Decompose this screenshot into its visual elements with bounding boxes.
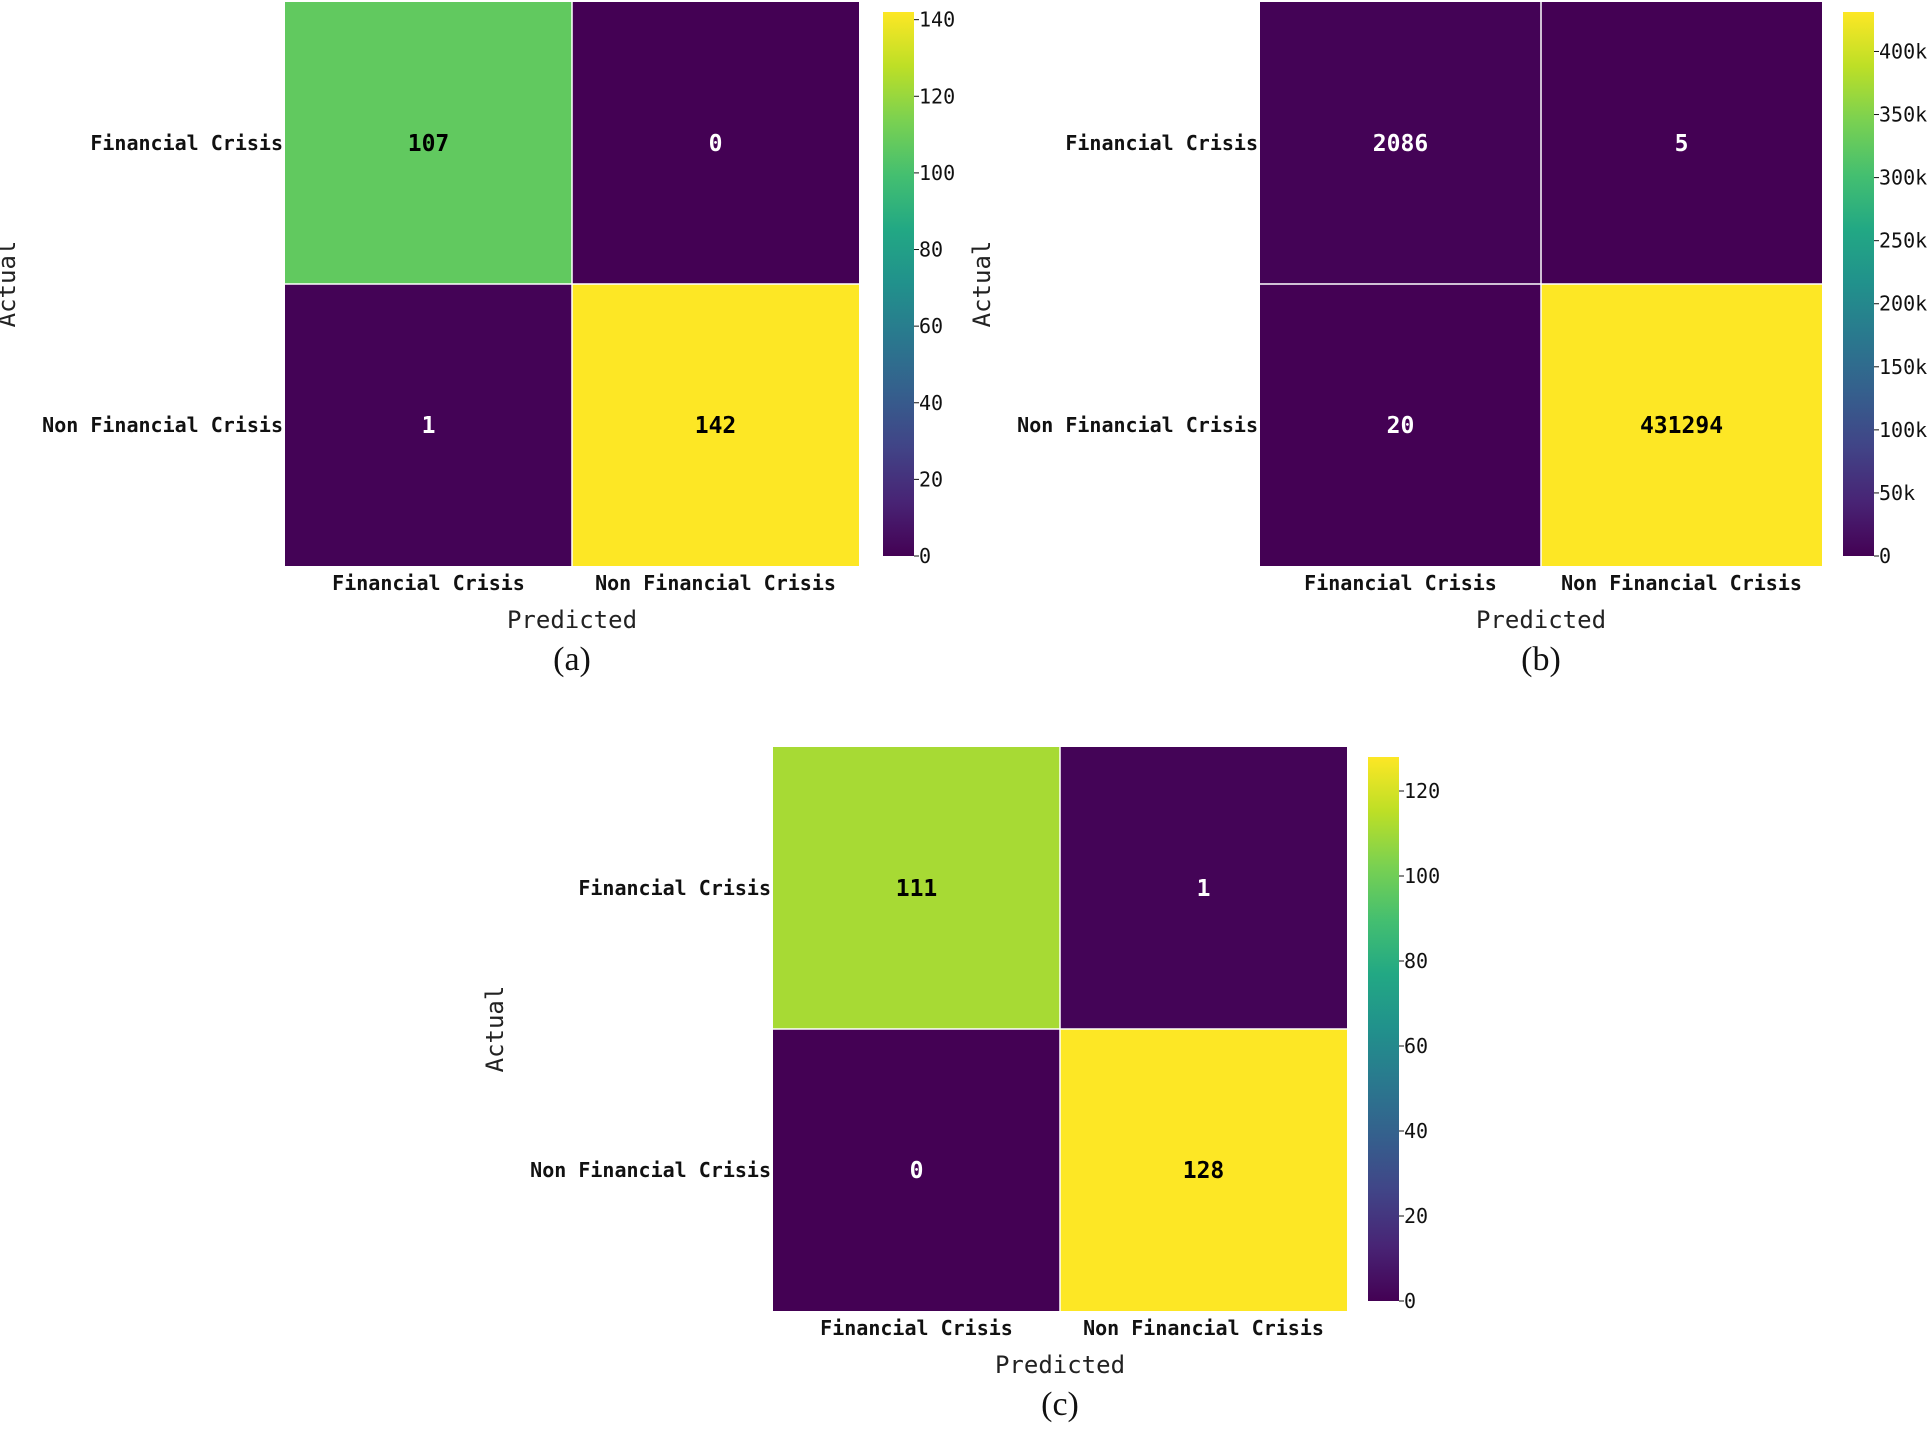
heatmap-cell-r1-c1	[572, 284, 859, 566]
heatmap-cell-r1-c0	[773, 1029, 1060, 1311]
y-tick-label: Non Financial Crisis	[530, 1158, 771, 1182]
heatmap-cell-r0-c0	[285, 2, 572, 284]
heatmap-cell-r0-c1	[572, 2, 859, 284]
x-tick-label: Financial Crisis	[820, 1316, 1013, 1340]
cell-value-r1-c0: 0	[910, 1158, 924, 1184]
cell-value-r0-c0: 2086	[1373, 131, 1428, 157]
heatmap-cell-r0-c0	[1260, 2, 1541, 284]
colorbar-tick-label: 140	[919, 8, 955, 32]
y-axis-label: Actual	[481, 986, 509, 1073]
y-axis-label: Actual	[0, 241, 21, 328]
chart-svg-a: 107 0 1 142 Financial Crisis Non Financial Cr…	[0, 2, 955, 678]
x-axis-label: Predicted	[1476, 606, 1606, 634]
chart-svg-b: 2086 5 20 431294 Financial Crisis Non Financi…	[968, 2, 1927, 678]
panel-label: (b)	[1521, 641, 1561, 678]
x-tick-label: Non Financial Crisis	[1083, 1316, 1324, 1340]
panel-label: (a)	[553, 641, 591, 678]
colorbar-tick-label: 120	[919, 84, 955, 108]
colorbar-tick-label: 40	[919, 391, 943, 415]
cell-value-r1-c1: 142	[695, 413, 737, 439]
colorbar-tick-label: 100	[1404, 864, 1440, 888]
colorbar-tick-label: 40	[1404, 1119, 1428, 1143]
y-tick-label: Financial Crisis	[1065, 131, 1258, 155]
colorbar-tick-label: 0	[1879, 544, 1891, 568]
confusion-matrix-panel-c: 111 1 0 128 Financial Crisis Non Financial Cr…	[0, 730, 1930, 1433]
colorbar-tick-label: 300k	[1879, 166, 1927, 190]
cell-value-r0-c1: 0	[709, 131, 723, 157]
colorbar-tick-label: 20	[919, 467, 943, 491]
cell-value-r1-c1: 128	[1183, 1158, 1225, 1184]
x-tick-label: Financial Crisis	[1304, 571, 1497, 595]
heatmap-cell-r0-c0	[773, 747, 1060, 1029]
confusion-matrix-panel-a: 107 0 1 142 Financial Crisis Non Financial Cr…	[0, 0, 965, 700]
colorbar-tick-label: 100k	[1879, 418, 1927, 442]
cell-value-r1-c0: 1	[422, 413, 436, 439]
colorbar-tick-label: 400k	[1879, 39, 1927, 63]
colorbar-tick-label: 150k	[1879, 355, 1927, 379]
heatmap-cell-r0-c1	[1060, 747, 1347, 1029]
colorbar-tick-label: 0	[919, 544, 931, 568]
confusion-matrix-panel-b: 2086 5 20 431294 Financial Crisis Non Financi…	[965, 0, 1930, 700]
x-tick-label: Non Financial Crisis	[1561, 571, 1802, 595]
y-tick-label: Non Financial Crisis	[42, 413, 283, 437]
y-tick-label: Financial Crisis	[90, 131, 283, 155]
colorbar-tick-label: 80	[1404, 949, 1428, 973]
heatmap-cell-r1-c0	[1260, 284, 1541, 566]
colorbar-tick-label: 80	[919, 238, 943, 262]
colorbar-tick-label: 20	[1404, 1204, 1428, 1228]
colorbar-tick-label: 350k	[1879, 103, 1927, 127]
colorbar	[883, 12, 914, 556]
colorbar-tick-label: 100	[919, 161, 955, 185]
y-axis-label: Actual	[968, 241, 996, 328]
cell-value-r0-c1: 1	[1197, 876, 1211, 902]
x-tick-label: Non Financial Crisis	[595, 571, 836, 595]
colorbar-tick-label: 50k	[1879, 481, 1915, 505]
cell-value-r0-c0: 111	[896, 876, 938, 902]
colorbar-tick-label: 0	[1404, 1289, 1416, 1313]
colorbar-tick-label: 120	[1404, 779, 1440, 803]
panel-label: (c)	[1041, 1386, 1079, 1423]
colorbar	[1368, 757, 1399, 1301]
cell-value-r0-c1: 5	[1675, 131, 1689, 157]
heatmap-cell-r1-c0	[285, 284, 572, 566]
cell-value-r1-c1: 431294	[1640, 413, 1723, 439]
colorbar-tick-label: 200k	[1879, 292, 1927, 316]
x-tick-label: Financial Crisis	[332, 571, 525, 595]
colorbar-tick-label: 250k	[1879, 229, 1927, 253]
heatmap-cell-r0-c1	[1541, 2, 1822, 284]
heatmap-cell-r1-c1	[1060, 1029, 1347, 1311]
colorbar	[1843, 12, 1874, 556]
y-tick-label: Financial Crisis	[578, 876, 771, 900]
x-axis-label: Predicted	[507, 606, 637, 634]
cell-value-r1-c0: 20	[1387, 413, 1415, 439]
heatmap-cell-r1-c1	[1541, 284, 1822, 566]
colorbar-tick-label: 60	[919, 314, 943, 338]
y-tick-label: Non Financial Crisis	[1017, 413, 1258, 437]
colorbar-tick-label: 60	[1404, 1034, 1428, 1058]
cell-value-r0-c0: 107	[408, 131, 450, 157]
x-axis-label: Predicted	[995, 1351, 1125, 1379]
